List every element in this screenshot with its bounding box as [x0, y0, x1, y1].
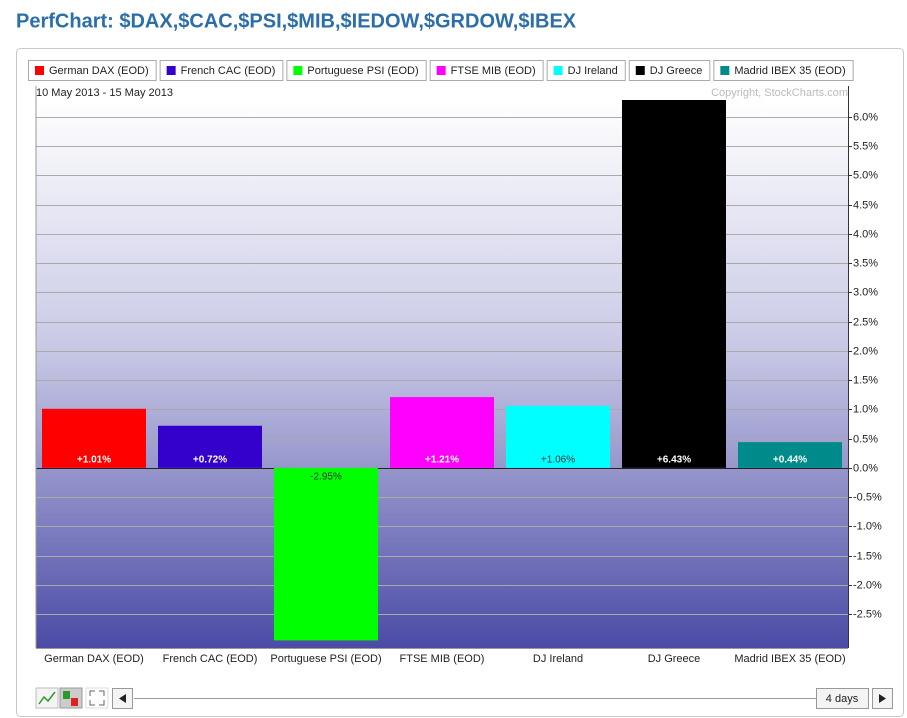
bar [738, 442, 842, 468]
legend-swatch [553, 66, 563, 75]
y-tick-label: 0.5% [853, 433, 878, 445]
y-tick-label: 5.0% [853, 169, 878, 181]
y-tick-label: -1.0% [853, 520, 882, 532]
bar [274, 467, 378, 641]
plot-area [36, 100, 848, 648]
y-tick-label: 5.5% [853, 140, 878, 152]
legend-item[interactable] [159, 60, 284, 81]
y-tick-label: 1.5% [853, 374, 878, 386]
annotations: -2.5% -2.0% -1.5% -1.0% -0.5% 0.0% 0.5% 1.0% 1.5… [44, 111, 882, 665]
legend-label: Madrid IBEX 35 (EOD) [734, 65, 845, 77]
legend-item[interactable] [286, 60, 427, 81]
legend-item[interactable] [28, 60, 157, 81]
bar [622, 100, 726, 468]
y-tick-label: 0.0% [853, 462, 878, 474]
value-label: +0.44% [773, 455, 807, 466]
bar-icon-up [63, 691, 70, 699]
legend-swatch [166, 66, 176, 75]
legend-item[interactable] [546, 60, 626, 81]
period-label: 4 days [826, 693, 859, 705]
legend-label: DJ Ireland [568, 65, 618, 77]
legend-swatch [436, 66, 446, 75]
y-tick-label: 2.0% [853, 345, 878, 357]
x-tick-label: Madrid IBEX 35 (EOD) [734, 653, 845, 665]
x-tick-label: DJ Greece [648, 653, 701, 665]
legend-swatch [293, 66, 303, 75]
legend-label: DJ Greece [650, 65, 703, 77]
left-arrow [119, 694, 126, 703]
bars [42, 100, 842, 641]
y-tick-label: 3.5% [853, 257, 878, 269]
bar [158, 425, 262, 468]
y-tick-label: 6.0% [853, 111, 878, 123]
right-arrow [879, 694, 886, 703]
x-tick-label: DJ Ireland [533, 653, 583, 665]
fullscreen-button[interactable] [85, 687, 109, 709]
legend-item[interactable] [628, 60, 711, 81]
y-tick-label: 3.0% [853, 286, 878, 298]
y-tick-label: -2.0% [853, 579, 882, 591]
legend-label: German DAX (EOD) [49, 65, 149, 77]
y-tick-label: -2.5% [853, 608, 882, 620]
date-range: 10 May 2013 - 15 May 2013 [36, 87, 173, 99]
y-tick-label: -0.5% [853, 491, 882, 503]
bar [390, 397, 494, 468]
fullscreen-icon [89, 690, 105, 706]
y-tick-label: 4.0% [853, 228, 878, 240]
legend-swatch [720, 66, 730, 75]
legend-label: French CAC (EOD) [181, 65, 276, 77]
y-tick-label: -1.5% [853, 550, 882, 562]
x-tick-label: German DAX (EOD) [44, 653, 144, 665]
period-box[interactable] [816, 688, 869, 709]
legend-label: FTSE MIB (EOD) [451, 65, 536, 77]
copyright: Copyright, StockCharts.com [711, 87, 848, 99]
x-tick-label: French CAC (EOD) [163, 653, 258, 665]
x-tick-label: Portuguese PSI (EOD) [270, 653, 381, 665]
bar-icon-down [71, 698, 78, 706]
bar [506, 405, 610, 468]
legend-label: Portuguese PSI (EOD) [307, 65, 418, 77]
value-label: +6.43% [657, 455, 691, 466]
value-label: +0.72% [193, 455, 227, 466]
legend-item[interactable] [429, 60, 544, 81]
bar [42, 408, 146, 468]
value-label: +1.21% [425, 455, 459, 466]
line-icon [38, 691, 56, 705]
legend-item[interactable] [713, 60, 854, 81]
legend-swatch [635, 66, 645, 75]
line-chart-button[interactable] [35, 687, 59, 709]
y-tick-label: 1.0% [853, 403, 878, 415]
legend-swatch [35, 66, 44, 75]
y-tick-label: 4.5% [853, 199, 878, 211]
x-tick-label: FTSE MIB (EOD) [400, 653, 485, 665]
value-label: +1.06% [541, 455, 575, 466]
legend: German DAX (EOD) French CAC (EOD) Portugue… [28, 60, 854, 81]
chart-title: PerfChart: $DAX,$CAC,$PSI,$MIB,$IEDOW,$G… [16, 10, 577, 32]
value-label: -2.95% [310, 472, 342, 483]
controls: 4 days [35, 687, 893, 709]
value-label: +1.01% [77, 455, 111, 466]
y-tick-label: 2.5% [853, 316, 878, 328]
